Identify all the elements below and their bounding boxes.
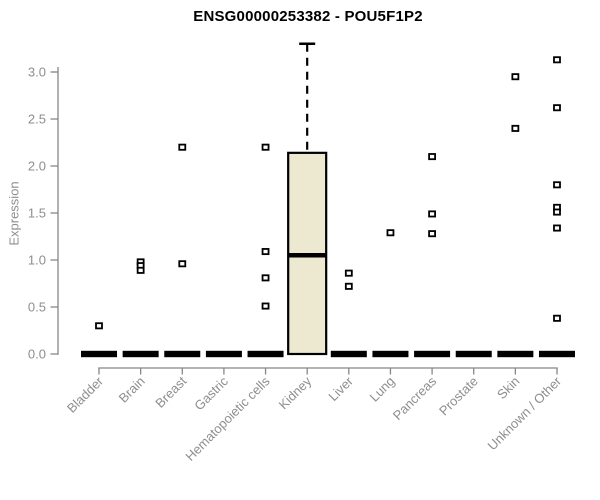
y-tick-label: 2.5 [28, 112, 46, 127]
y-tick-label: 1.5 [28, 206, 46, 221]
outlier-point [344, 269, 353, 277]
chart-title: ENSG00000253382 - POU5F1P2 [193, 8, 423, 25]
outlier-point [553, 208, 561, 216]
outlier-point [95, 322, 103, 330]
x-tick-label: Skin [494, 374, 522, 402]
y-tick-label: 2.0 [28, 159, 46, 174]
x-tick-label: Lung [367, 374, 398, 405]
zero-box [164, 350, 201, 358]
outlier-point [553, 181, 561, 189]
outlier-point [511, 124, 520, 132]
outlier-point [511, 73, 520, 81]
zero-box [414, 350, 451, 358]
y-tick-label: 1.0 [28, 253, 46, 268]
x-tick-label: Bladder [64, 373, 107, 416]
outlier-point [553, 104, 561, 112]
outlier-point [178, 260, 187, 268]
x-tick-label: Prostate [436, 374, 481, 419]
zero-box [81, 350, 117, 358]
outlier-point [386, 229, 395, 237]
outlier-point [553, 314, 561, 322]
x-tick-label: Liver [325, 373, 356, 404]
outlier-point [136, 266, 145, 274]
zero-box [497, 350, 534, 358]
outlier-point [261, 143, 270, 151]
x-tick-label: Pancreas [390, 373, 440, 423]
x-tick-label: Gastric [191, 373, 231, 413]
outlier-point [261, 248, 270, 256]
zero-box [122, 350, 159, 358]
zero-box [247, 350, 284, 358]
outlier-point [553, 224, 561, 232]
zero-box [330, 350, 367, 358]
outlier-point [344, 282, 353, 290]
y-tick-label: 3.0 [28, 65, 46, 80]
outlier-point [428, 153, 436, 161]
zero-box [205, 350, 242, 358]
outlier-point [178, 143, 187, 151]
outlier-point [428, 210, 436, 218]
y-tick-label: 0.5 [28, 300, 46, 315]
x-tick-label: Breast [152, 373, 189, 410]
outlier-point [261, 274, 270, 282]
zero-box [372, 350, 409, 358]
x-tick-label: Kidney [276, 373, 315, 412]
outlier-point [553, 56, 561, 64]
x-tick-label: Brain [116, 374, 148, 406]
outlier-point [261, 302, 270, 310]
x-tick-label: Unknown / Other [485, 373, 565, 453]
y-tick-label: 0.0 [28, 347, 46, 362]
zero-box [539, 350, 575, 358]
outlier-point [428, 230, 436, 238]
zero-box [455, 350, 492, 358]
